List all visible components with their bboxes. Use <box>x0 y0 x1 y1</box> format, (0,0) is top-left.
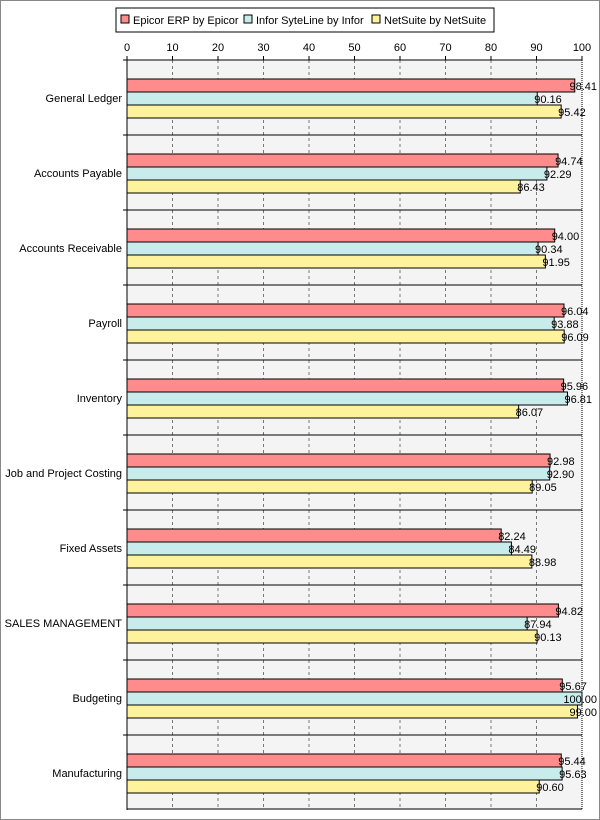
data-label: 94.00 <box>552 231 580 243</box>
category-label: Accounts Payable <box>34 168 122 180</box>
category-label: Accounts Receivable <box>19 243 122 255</box>
data-label: 99.00 <box>569 707 597 719</box>
bar-1 <box>126 466 551 481</box>
data-label: 96.04 <box>561 306 589 318</box>
legend <box>115 7 495 33</box>
category-label: Inventory <box>77 393 123 405</box>
x-tick-label: 30 <box>257 42 269 54</box>
bar-0 <box>126 303 565 318</box>
bar-2 <box>126 779 540 794</box>
bar-1 <box>126 166 548 181</box>
data-label: 90.13 <box>534 632 562 644</box>
x-tick-label: 50 <box>348 42 360 54</box>
bar-1 <box>126 691 583 706</box>
data-label: 95.42 <box>558 107 586 119</box>
data-label: 92.90 <box>547 469 575 481</box>
bar-2 <box>126 329 565 344</box>
data-label: 95.96 <box>561 381 589 393</box>
category-label: General Ledger <box>46 93 123 105</box>
x-tick-label: 70 <box>439 42 451 54</box>
category-label: Manufacturing <box>52 768 122 780</box>
data-label: 93.88 <box>551 319 579 331</box>
data-label: 90.60 <box>536 782 564 794</box>
data-label: 91.95 <box>542 257 570 269</box>
bar-2 <box>126 629 538 644</box>
bar-0 <box>126 78 576 93</box>
bar-0 <box>126 153 559 168</box>
legend-label: NetSuite by NetSuite <box>384 15 486 27</box>
x-tick-label: 20 <box>212 42 224 54</box>
data-label: 96.81 <box>564 394 592 406</box>
bar-1 <box>126 241 539 256</box>
legend-label: Epicor ERP by Epicor <box>133 15 239 27</box>
data-label: 98.41 <box>569 81 597 93</box>
bar-1 <box>126 766 563 781</box>
bar-2 <box>126 104 562 119</box>
bar-2 <box>126 479 533 494</box>
bar-2 <box>126 254 546 269</box>
bar-0 <box>126 678 563 693</box>
bar-1 <box>126 541 512 556</box>
data-label: 96.09 <box>561 332 589 344</box>
x-tick-label: 90 <box>530 42 542 54</box>
data-label: 95.44 <box>558 756 586 768</box>
data-label: 84.49 <box>508 544 536 556</box>
bar-2 <box>126 404 520 419</box>
bar-2 <box>126 179 521 194</box>
bar-2 <box>126 554 533 569</box>
category-label: Job and Project Costing <box>5 468 122 480</box>
bar-2 <box>126 704 578 719</box>
bar-1 <box>126 316 555 331</box>
data-label: 88.98 <box>529 557 557 569</box>
data-label: 90.34 <box>535 244 563 256</box>
bar-1 <box>126 616 528 631</box>
data-label: 95.67 <box>559 681 587 693</box>
bar-1 <box>126 391 568 406</box>
data-label: 94.74 <box>555 156 583 168</box>
legend-swatch <box>120 14 130 24</box>
category-label: SALES MANAGEMENT <box>5 618 123 630</box>
x-tick-label: 10 <box>166 42 178 54</box>
data-label: 92.29 <box>544 169 572 181</box>
x-tick-label: 60 <box>394 42 406 54</box>
data-label: 86.43 <box>517 182 545 194</box>
bar-0 <box>126 378 565 393</box>
data-label: 86.07 <box>516 407 544 419</box>
x-tick-label: 40 <box>303 42 315 54</box>
data-label: 100.00 <box>563 694 597 706</box>
data-label: 92.98 <box>547 456 575 468</box>
x-tick-label: 0 <box>124 42 130 54</box>
x-tick-label: 80 <box>485 42 497 54</box>
legend-swatch <box>371 14 381 24</box>
data-label: 94.82 <box>555 606 583 618</box>
category-label: Payroll <box>88 318 122 330</box>
category-label: Fixed Assets <box>60 543 123 555</box>
legend-label: Infor SyteLine by Infor <box>256 15 364 27</box>
legend-swatch <box>243 14 253 24</box>
category-label: Budgeting <box>72 693 122 705</box>
bar-0 <box>126 753 562 768</box>
data-label: 82.24 <box>498 531 526 543</box>
bar-0 <box>126 453 551 468</box>
data-label: 87.94 <box>524 619 552 631</box>
bar-1 <box>126 91 538 106</box>
bar-0 <box>126 528 502 543</box>
data-label: 90.16 <box>534 94 562 106</box>
bar-0 <box>126 603 559 618</box>
bar-0 <box>126 228 556 243</box>
x-tick-label: 100 <box>573 42 591 54</box>
data-label: 89.05 <box>529 482 557 494</box>
data-label: 95.63 <box>559 769 587 781</box>
